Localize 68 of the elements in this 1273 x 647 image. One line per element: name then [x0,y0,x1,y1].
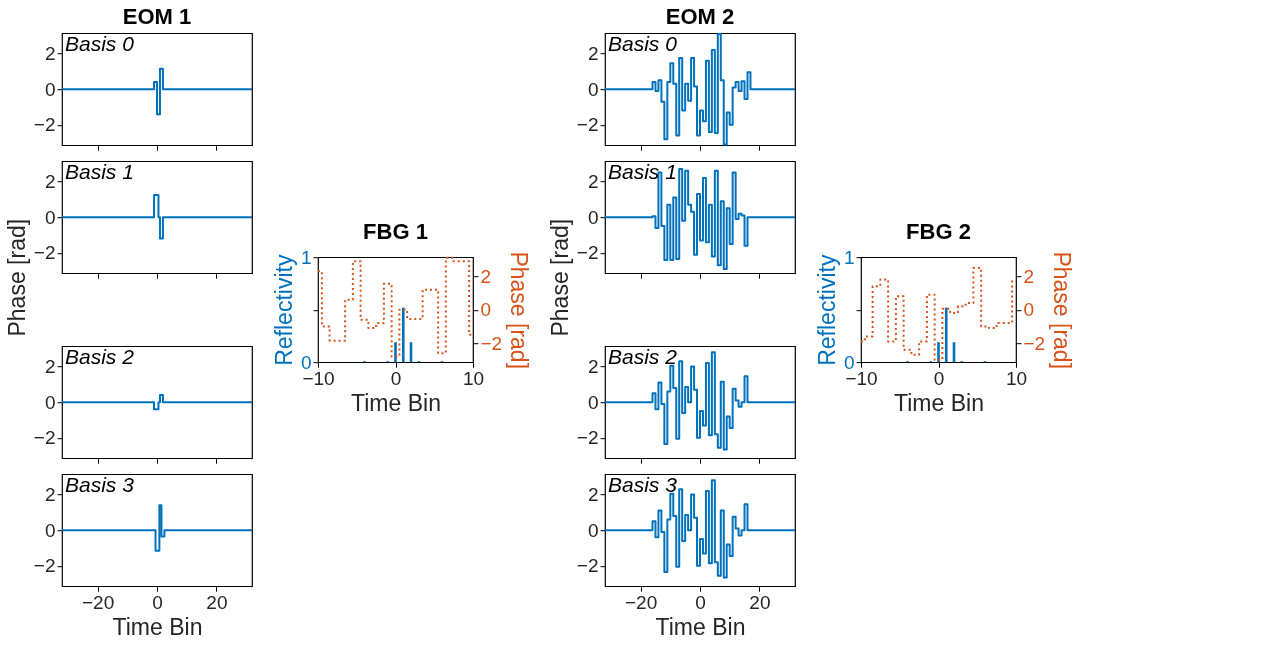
y-axis-title: Phase [rad] [3,218,30,337]
x-axis-title: Time Bin [894,389,984,416]
y-tick-label: −2 [576,114,599,136]
y-tick-label: 0 [44,519,56,541]
x-axis-title: Time Bin [351,389,441,416]
y2-tick-label: 0 [480,299,492,321]
y-tick-label: 2 [44,356,56,378]
annotation: Basis 3 [608,473,678,497]
y-tick-label: −2 [33,555,56,577]
y2-axis-title: Phase [rad] [506,251,533,370]
bar [937,342,940,363]
bar [944,307,948,363]
y2-tick-label: −2 [1023,332,1046,354]
annotation: Basis 2 [608,345,678,369]
y2-axis-title: Phase [rad] [1049,251,1076,370]
y-tick-label: −2 [576,427,599,449]
y2-tick-label: −2 [480,332,503,354]
x-tick-label: 0 [152,591,163,613]
y-tick-label: 0 [587,78,599,100]
y-tick-label: −2 [576,555,599,577]
annotation: Basis 1 [65,160,134,184]
y-tick-label: −2 [576,242,599,264]
x-axis-title: Time Bin [655,613,746,640]
y-tick-label: 0 [587,391,599,413]
y2-tick-label: 0 [1023,299,1035,321]
x-tick-label: 0 [695,591,706,613]
y-axis-title: Reflectivity [270,254,297,366]
y-tick-label: 0 [44,78,56,100]
chart-title: FBG 2 [906,219,971,245]
x-tick-label: 20 [749,591,771,613]
y-tick-label: 1 [843,246,855,268]
x-tick-label: 20 [206,591,228,613]
x-tick-label: 0 [933,367,945,389]
chart-title: EOM 2 [665,3,735,29]
annotation: Basis 2 [65,345,135,369]
annotation: Basis 0 [608,32,678,56]
y-tick-label: 2 [587,484,599,506]
chart-title: EOM 1 [122,4,192,30]
y-tick-label: −2 [33,114,56,136]
y-tick-label: 2 [587,171,599,193]
x-tick-label: −20 [82,591,115,613]
y-tick-label: 1 [300,246,312,268]
y2-tick-label: 2 [1023,265,1035,287]
y-tick-label: 0 [44,391,56,413]
y-tick-label: 2 [44,43,56,65]
y-tick-label: 0 [587,206,599,228]
x-tick-label: 10 [462,367,485,389]
x-tick-label: 10 [1005,367,1028,389]
y-tick-label: 2 [587,43,599,65]
y2-tick-label: 2 [480,265,492,287]
x-tick-label: −20 [625,591,658,613]
y-tick-label: 0 [44,206,56,228]
x-tick-label: 0 [390,367,402,389]
bar [394,342,397,363]
bar [401,307,405,363]
x-axis-title: Time Bin [112,613,203,640]
y-tick-label: 2 [44,171,56,193]
y-tick-label: −2 [33,242,56,264]
y-axis-title: Reflectivity [813,254,840,366]
y-tick-label: 0 [587,519,599,541]
annotation: Basis 3 [65,473,135,497]
annotation: Basis 0 [65,32,135,56]
y-tick-label: 2 [587,356,599,378]
y-tick-label: 2 [44,484,56,506]
y-axis-title: Phase [rad] [546,218,573,337]
chart-title: FBG 1 [363,219,428,245]
annotation: Basis 1 [608,160,677,184]
y-tick-label: −2 [33,427,56,449]
